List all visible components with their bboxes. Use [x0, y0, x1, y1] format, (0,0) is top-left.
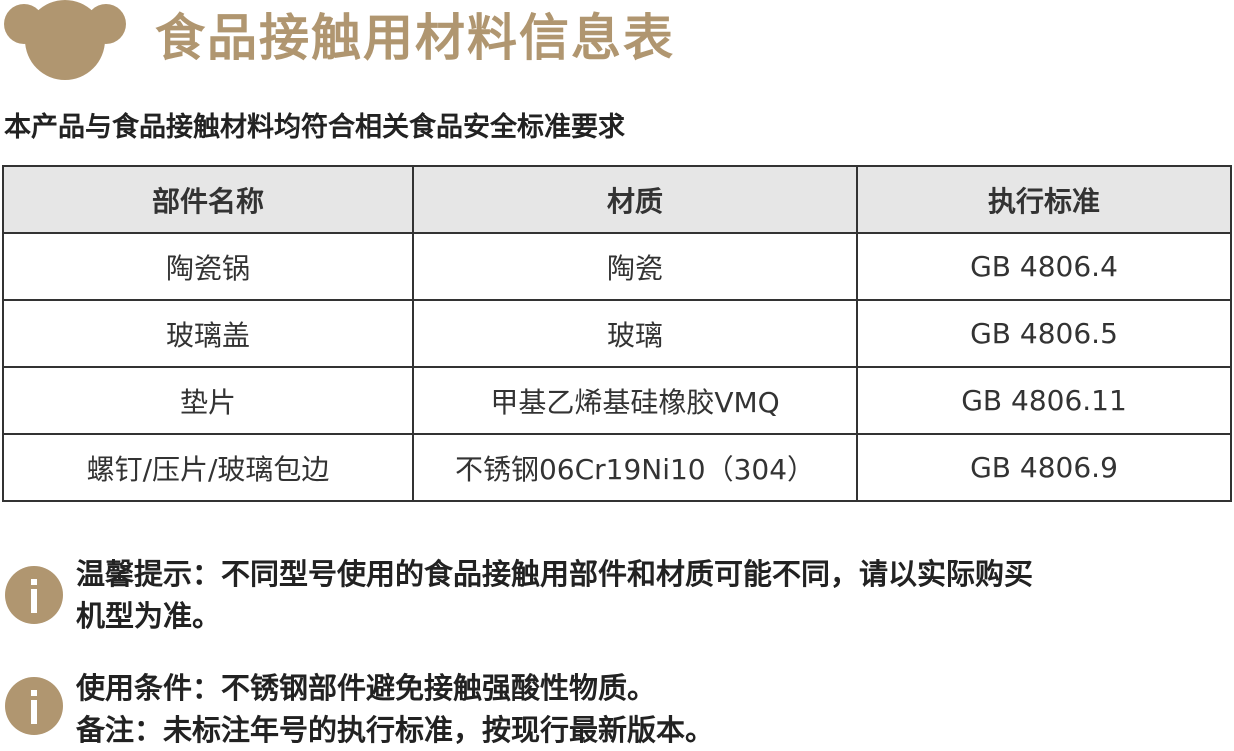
tip-note: 温馨提示：不同型号使用的食品接触用部件和材质可能不同，请以实际购买 机型为准。 — [76, 553, 1226, 637]
cell-standard: GB 4806.11 — [856, 366, 1232, 435]
tip-line-2: 机型为准。 — [76, 599, 222, 633]
usage-note: 使用条件：不锈钢部件避免接触强酸性物质。 备注：未标注年号的执行标准，按现行最新… — [76, 667, 1226, 751]
cell-standard: GB 4806.4 — [856, 232, 1232, 301]
cell-part: 玻璃盖 — [2, 299, 414, 368]
cell-material: 甲基乙烯基硅橡胶VMQ — [412, 366, 858, 435]
bear-head-logo-icon — [4, 0, 126, 80]
cell-standard: GB 4806.9 — [856, 433, 1232, 502]
cell-part: 螺钉/压片/玻璃包边 — [2, 433, 414, 502]
table-header-row: 部件名称 材质 执行标准 — [2, 165, 1232, 234]
info-icon — [5, 677, 63, 735]
cell-material: 陶瓷 — [412, 232, 858, 301]
table-row: 玻璃盖 玻璃 GB 4806.5 — [2, 299, 1232, 368]
cell-part: 垫片 — [2, 366, 414, 435]
header-part-name: 部件名称 — [2, 165, 414, 234]
header-standard: 执行标准 — [856, 165, 1232, 234]
materials-table: 部件名称 材质 执行标准 陶瓷锅 陶瓷 GB 4806.4 玻璃盖 玻璃 GB … — [2, 165, 1232, 502]
table-row: 螺钉/压片/玻璃包边 不锈钢06Cr19Ni10（304） GB 4806.9 — [2, 433, 1232, 502]
subtitle: 本产品与食品接触材料均符合相关食品安全标准要求 — [4, 112, 625, 143]
cell-standard: GB 4806.5 — [856, 299, 1232, 368]
tip-line-1: 温馨提示：不同型号使用的食品接触用部件和材质可能不同，请以实际购买 — [76, 557, 1034, 591]
info-icon — [5, 566, 63, 624]
cell-material: 玻璃 — [412, 299, 858, 368]
page-title: 食品接触用材料信息表 — [155, 9, 675, 67]
table-row: 陶瓷锅 陶瓷 GB 4806.4 — [2, 232, 1232, 301]
usage-condition-line: 使用条件：不锈钢部件避免接触强酸性物质。 — [76, 671, 657, 705]
table-row: 垫片 甲基乙烯基硅橡胶VMQ GB 4806.11 — [2, 366, 1232, 435]
remark-line: 备注：未标注年号的执行标准，按现行最新版本。 — [76, 713, 715, 747]
header-material: 材质 — [412, 165, 858, 234]
cell-part: 陶瓷锅 — [2, 232, 414, 301]
cell-material: 不锈钢06Cr19Ni10（304） — [412, 433, 858, 502]
